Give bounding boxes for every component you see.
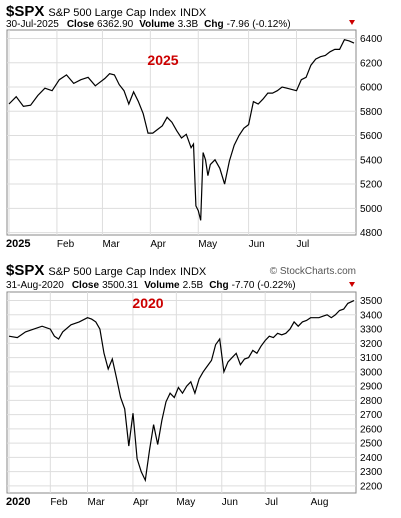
y-tick-label: 2300: [360, 467, 383, 478]
x-tick-label: Jun: [222, 497, 238, 508]
y-tick-label: 3200: [360, 339, 383, 350]
y-tick-label: 2500: [360, 439, 383, 450]
y-tick-label: 3400: [360, 310, 383, 321]
y-tick-label: 6000: [360, 83, 383, 94]
x-tick-label: Jul: [265, 497, 278, 508]
symbol-label: $SPX S&P 500 Large Cap Index INDX: [6, 262, 207, 279]
down-arrow-icon: [349, 20, 355, 25]
x-tick-label: 2025: [6, 238, 30, 250]
x-tick-label: Feb: [50, 497, 68, 508]
y-tick-label: 2600: [360, 424, 383, 435]
y-tick-label: 5000: [360, 204, 383, 215]
down-arrow-icon: [349, 282, 355, 287]
stats-line: 31-Aug-2020 Close 3500.31 Volume 2.5B Chg -7.7…: [6, 280, 296, 291]
y-tick-label: 6400: [360, 34, 383, 45]
y-tick-label: 2400: [360, 453, 383, 464]
x-tick-label: May: [198, 239, 217, 250]
x-tick-label: Mar: [102, 239, 120, 250]
y-tick-label: 2900: [360, 382, 383, 393]
x-tick-label: Apr: [133, 497, 149, 508]
y-tick-label: 3000: [360, 367, 383, 378]
y-tick-label: 2800: [360, 396, 383, 407]
y-tick-label: 2700: [360, 410, 383, 421]
y-tick-label: 5200: [360, 180, 383, 191]
y-tick-label: 5400: [360, 155, 383, 166]
x-tick-label: Apr: [150, 239, 166, 250]
price-series-line: [8, 300, 355, 483]
y-tick-label: 2200: [360, 481, 383, 492]
y-tick-label: 5600: [360, 131, 383, 142]
y-tick-label: 3100: [360, 353, 383, 364]
y-tick-label: 6200: [360, 58, 383, 69]
brand-label: © StockCharts.com: [270, 266, 356, 277]
x-tick-label: 2020: [6, 496, 30, 508]
panel-2025: $SPX S&P 500 Large Cap Index INDX 30-Jul-2…: [6, 3, 383, 250]
symbol-label: $SPX S&P 500 Large Cap Index INDX: [6, 3, 207, 20]
x-tick-label: Mar: [88, 497, 106, 508]
year-annotation: 2025: [147, 52, 178, 68]
y-tick-label: 3500: [360, 296, 383, 307]
x-tick-label: Jun: [249, 239, 265, 250]
stats-line: 30-Jul-2025 Close 6362.90 Volume 3.3B Chg -7.9…: [6, 19, 291, 30]
x-tick-label: Jul: [297, 239, 310, 250]
x-tick-label: May: [176, 497, 195, 508]
panel-2020: $SPX S&P 500 Large Cap Index INDX © StockC…: [6, 262, 383, 508]
price-series-line: [8, 39, 355, 221]
plot-frame: [6, 29, 357, 236]
y-tick-label: 4800: [360, 228, 383, 239]
x-tick-label: Feb: [57, 239, 75, 250]
x-tick-label: Aug: [311, 497, 329, 508]
y-tick-label: 3300: [360, 325, 383, 336]
y-tick-label: 5800: [360, 107, 383, 118]
year-annotation: 2020: [132, 295, 163, 311]
